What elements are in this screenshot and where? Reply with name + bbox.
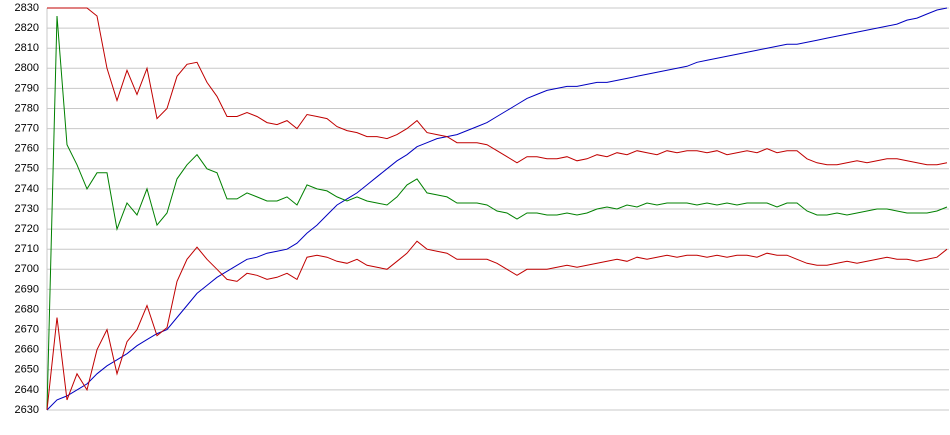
y-tick-label: 2730 xyxy=(15,203,39,215)
y-tick-label: 2820 xyxy=(15,22,39,34)
y-tick-label: 2800 xyxy=(15,62,39,74)
series-line xyxy=(47,7,948,166)
y-tick-label: 2780 xyxy=(15,102,39,114)
y-tick-label: 2630 xyxy=(15,404,39,416)
y-tick-label: 2650 xyxy=(15,364,39,376)
y-tick-label: 2640 xyxy=(15,384,39,396)
y-tick-label: 2690 xyxy=(15,283,39,295)
y-tick-label: 2740 xyxy=(15,183,39,195)
y-tick-label: 2810 xyxy=(15,42,39,54)
y-tick-label: 2680 xyxy=(15,303,39,315)
y-tick-label: 2760 xyxy=(15,143,39,155)
y-tick-label: 2750 xyxy=(15,163,39,175)
y-tick-label: 2830 xyxy=(15,2,39,14)
y-tick-label: 2710 xyxy=(15,243,39,255)
y-tick-label: 2770 xyxy=(15,123,39,135)
y-tick-label: 2670 xyxy=(15,324,39,336)
y-tick-label: 2790 xyxy=(15,82,39,94)
series-line xyxy=(46,240,948,411)
series-line xyxy=(46,7,948,411)
series-line xyxy=(46,15,948,411)
y-tick-label: 2660 xyxy=(15,344,39,356)
y-tick-label: 2700 xyxy=(15,263,39,275)
y-tick-label: 2720 xyxy=(15,223,39,235)
